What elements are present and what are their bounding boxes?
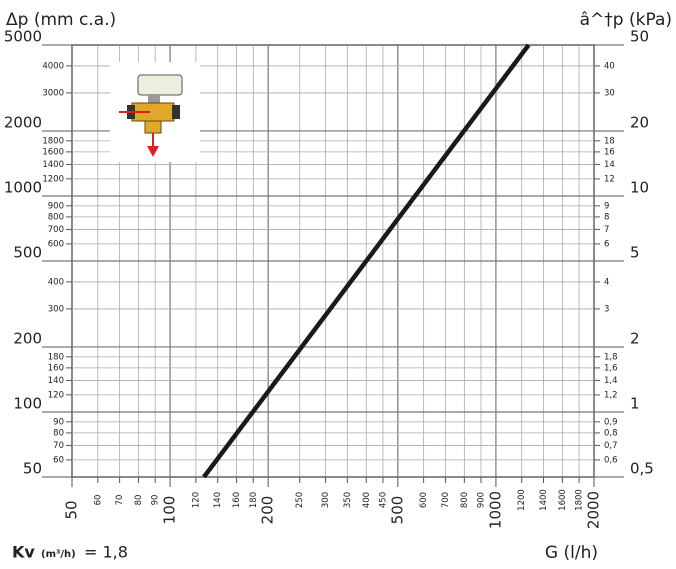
icon-port-bottom <box>144 120 162 134</box>
y-tick-label: 180 <box>48 352 64 362</box>
y2-tick-label: 6 <box>604 239 609 249</box>
y-tick-label: 400 <box>48 277 64 287</box>
y2-tick-label: 0,5 <box>630 460 654 478</box>
x-tick-label: 180 <box>249 492 259 508</box>
valve-icon <box>110 62 200 162</box>
y-tick-label: 2000 <box>4 113 42 131</box>
y2-tick-label: 20 <box>630 113 649 131</box>
kv-label: Kv <box>12 543 35 562</box>
data-line <box>202 43 531 479</box>
y-tick-label: 60 <box>53 455 64 465</box>
x-tick-label: 80 <box>134 495 144 506</box>
y2-tick-label: 4 <box>604 277 609 287</box>
y-tick-label: 140 <box>48 376 64 386</box>
y-tick-label: 4000 <box>42 61 64 71</box>
y-tick-label: 1000 <box>4 178 42 196</box>
icon-actuator <box>137 74 183 96</box>
y-tick-label: 90 <box>53 417 64 427</box>
kv-unit: (m³/h) <box>41 549 76 560</box>
y2-tick-label: 1,6 <box>604 363 618 373</box>
x-tick-label: 50 <box>63 500 81 519</box>
y-tick-label: 1200 <box>42 174 64 184</box>
x-tick-label: 350 <box>343 492 353 508</box>
x-tick-label: 160 <box>232 492 242 508</box>
x-tick-label: 300 <box>321 492 331 508</box>
y-tick-label: 200 <box>13 329 42 347</box>
y2-tick-label: 0,6 <box>604 455 618 465</box>
x-tick-label: 500 <box>388 496 406 525</box>
y-tick-label: 160 <box>48 363 64 373</box>
y2-tick-label: 50 <box>630 28 649 46</box>
y-tick-label: 100 <box>13 394 42 412</box>
y2-tick-label: 0,7 <box>604 441 618 451</box>
x-tick-label: 120 <box>191 492 201 508</box>
x-tick-label: 90 <box>151 495 161 506</box>
y-tick-label: 900 <box>48 201 64 211</box>
x-tick-label: 60 <box>93 495 103 506</box>
x-tick-label: 100 <box>161 496 179 525</box>
y2-tick-label: 1 <box>630 394 640 412</box>
y-tick-label: 80 <box>53 428 64 438</box>
y2-tick-label: 0,8 <box>604 428 618 438</box>
x-tick-label: 700 <box>441 492 451 508</box>
y-tick-label: 800 <box>48 212 64 222</box>
y-tick-label: 50 <box>23 460 42 478</box>
y2-tick-label: 1,4 <box>604 376 618 386</box>
x-tick-label: 600 <box>419 492 429 508</box>
y2-tick-label: 10 <box>630 178 649 196</box>
y-tick-label: 70 <box>53 441 64 451</box>
x-tick-label: 1600 <box>558 489 568 511</box>
icon-arrow <box>147 146 159 157</box>
kv-value: = 1,8 <box>84 543 128 562</box>
y2-tick-label: 2 <box>630 329 640 347</box>
y-tick-label: 500 <box>13 244 42 262</box>
x-tick-label: 450 <box>378 492 388 508</box>
x-tick-label: 900 <box>477 492 487 508</box>
x-tick-label: 1200 <box>517 489 527 511</box>
y-tick-label: 3000 <box>42 88 64 98</box>
y-tick-label: 120 <box>48 390 64 400</box>
y-tick-label: 300 <box>48 304 64 314</box>
x-tick-label: 250 <box>295 492 305 508</box>
x-tick-label: 800 <box>460 492 470 508</box>
x-tick-label: 1400 <box>539 489 549 511</box>
x-tick-label: 400 <box>362 492 372 508</box>
y2-tick-label: 9 <box>604 201 609 211</box>
y2-tick-label: 7 <box>604 225 609 235</box>
y2-tick-label: 14 <box>604 160 615 170</box>
y2-tick-label: 12 <box>604 174 615 184</box>
x-tick-label: 140 <box>213 492 223 508</box>
y-tick-label: 700 <box>48 225 64 235</box>
y-tick-label: 1800 <box>42 136 64 146</box>
y2-tick-label: 8 <box>604 212 609 222</box>
x-tick-label: 1800 <box>575 489 585 511</box>
y2-tick-label: 1,2 <box>604 390 618 400</box>
y-tick-label: 600 <box>48 239 64 249</box>
y2-tick-label: 3 <box>604 304 609 314</box>
y2-tick-label: 5 <box>630 244 640 262</box>
y2-tick-label: 18 <box>604 136 615 146</box>
x-tick-label: 2000 <box>585 491 603 529</box>
x-tick-label: 70 <box>115 495 125 506</box>
y2-tick-label: 30 <box>604 88 615 98</box>
y-tick-label: 5000 <box>4 28 42 46</box>
y2-tick-label: 40 <box>604 61 615 71</box>
x-tick-label: 1000 <box>486 491 504 529</box>
y-tick-label: 1400 <box>42 160 64 170</box>
y-axis-title: Δp (mm c.a.) <box>6 10 116 30</box>
y2-tick-label: 1,8 <box>604 352 618 362</box>
y2-axis-title: â^†p (kPa) <box>580 10 672 30</box>
x-axis-title: G (l/h) <box>545 543 598 563</box>
icon-port-right <box>172 105 180 119</box>
y2-tick-label: 0,9 <box>604 417 618 427</box>
x-tick-label: 200 <box>259 496 277 525</box>
y-tick-label: 1600 <box>42 147 64 157</box>
y2-tick-label: 16 <box>604 147 615 157</box>
icon-stem <box>148 95 160 103</box>
